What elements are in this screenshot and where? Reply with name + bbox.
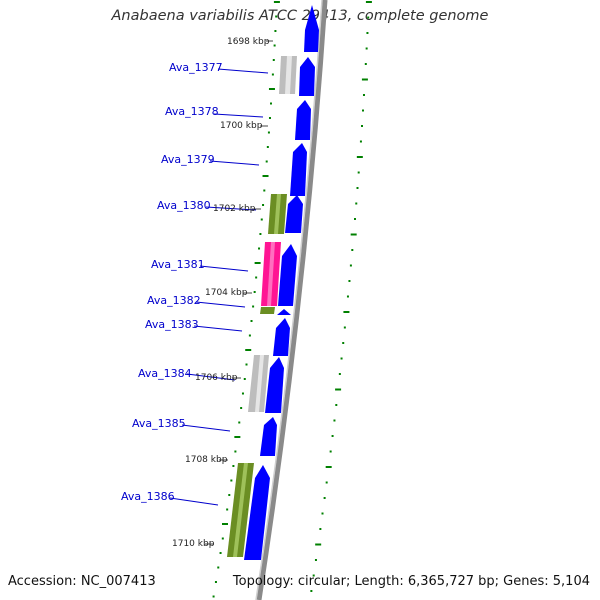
- gene-arrow-forward[interactable]: [278, 244, 297, 306]
- genome-summary-text: Topology: circular; Length: 6,365,727 bp…: [232, 574, 590, 589]
- kbp-label: 1700 kbp: [220, 121, 263, 131]
- gene-arrow-forward[interactable]: [290, 143, 307, 196]
- gene-label-ava-1384[interactable]: Ava_1384: [138, 367, 192, 380]
- kbp-labels: 1698 kbp 1700 kbp 1702 kbp 1704 kbp 1706…: [172, 37, 270, 549]
- gene-arrow-forward[interactable]: [260, 417, 277, 456]
- gene-label-ava-1383[interactable]: Ava_1383: [145, 318, 199, 331]
- gene-arrow-forward[interactable]: [295, 100, 311, 140]
- page-title: Anabaena variabilis ATCC 29413, complete…: [111, 8, 489, 24]
- kbp-label: 1710 kbp: [172, 539, 215, 549]
- gene-labels: Ava_1377 Ava_1378 Ava_1379 Ava_1380 Ava_…: [121, 61, 223, 503]
- genome-backbone: [256, 0, 328, 600]
- inner-scale-ticks: [212, 1, 280, 598]
- gene-box-reverse-olive[interactable]: [260, 307, 275, 314]
- gene-arrow-forward[interactable]: [304, 5, 319, 52]
- kbp-label: 1708 kbp: [185, 455, 228, 465]
- kbp-label: 1698 kbp: [227, 37, 270, 47]
- gene-label-ava-1380[interactable]: Ava_1380: [157, 199, 211, 212]
- gene-label-ava-1377[interactable]: Ava_1377: [169, 61, 223, 74]
- gene-arrow-forward[interactable]: [265, 357, 284, 413]
- gene-label-ava-1382[interactable]: Ava_1382: [147, 294, 201, 307]
- kbp-label: 1702 kbp: [213, 204, 256, 214]
- forward-strand-genes: [244, 5, 319, 560]
- gene-arrow-forward[interactable]: [244, 465, 270, 560]
- gene-arrow-forward[interactable]: [299, 57, 315, 96]
- gene-arrow-forward[interactable]: [277, 309, 291, 315]
- reverse-strand-genes: [227, 56, 297, 557]
- gene-label-ava-1378[interactable]: Ava_1378: [165, 105, 219, 118]
- gene-label-ava-1381[interactable]: Ava_1381: [151, 258, 205, 271]
- gene-label-ava-1386[interactable]: Ava_1386: [121, 490, 175, 503]
- kbp-ticks: [205, 40, 273, 545]
- gene-arrow-forward[interactable]: [285, 195, 303, 233]
- gene-arrow-forward[interactable]: [273, 318, 290, 356]
- accession-text: Accession: NC_007413: [8, 574, 156, 589]
- outer-scale-ticks: [310, 1, 372, 592]
- gene-label-ava-1385[interactable]: Ava_1385: [132, 417, 186, 430]
- kbp-label: 1704 kbp: [205, 288, 248, 298]
- kbp-label: 1706 kbp: [195, 373, 238, 383]
- gene-label-leaders: [169, 68, 269, 506]
- gene-label-ava-1379[interactable]: Ava_1379: [161, 153, 215, 166]
